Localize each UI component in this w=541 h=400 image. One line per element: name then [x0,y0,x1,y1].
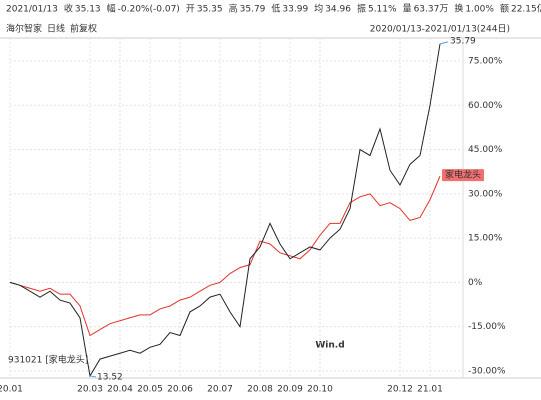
x-tick-label: 20.10 [307,385,333,395]
y-tick-label: 45.00% [468,145,503,155]
header-info: 33.99 [282,5,308,15]
header-info: 1.00% [465,5,494,15]
y-tick-label: -15.00% [468,322,506,332]
y-tick-label: 15.00% [468,234,503,244]
x-tick-label: 20.01 [0,385,23,395]
adjust: 前复权 [70,23,97,35]
legend-entry: 家电龙头 [445,169,481,181]
stock-name: 海尔智家 [6,23,42,35]
min-pointer [89,375,97,378]
header-info: 幅 [107,3,116,15]
header-info: 5.11% [368,5,397,15]
y-tick-label: 60.00% [468,101,503,111]
header-info: 额 [500,3,509,15]
header-info: 22.15亿 [511,3,541,15]
max-label: 35.79 [450,36,476,46]
series-line [9,43,441,378]
header-info: 高 [229,3,238,15]
x-tick-label: 20.05 [137,385,163,395]
header-info: 35.13 [75,5,101,15]
header-info: 63.37万 [414,5,449,15]
series-tag [442,169,484,182]
period: 日线 [47,23,65,35]
x-tick-label: 20.08 [247,385,273,395]
min-label: 13.52 [97,372,123,382]
x-tick-label: 20.07 [207,385,233,395]
header-info: -0.20%(-0.07) [118,5,180,15]
x-tick-label: 20.03 [77,385,103,395]
x-tick-label: 20.09 [277,385,303,395]
y-tick-label: 75.00% [468,57,503,67]
x-tick-label: 21.01 [417,385,443,395]
y-tick-label: 0% [468,278,483,288]
x-tick-label: 20.06 [167,385,193,395]
max-pointer [439,41,449,45]
header-info: 开 [186,4,195,15]
header-info: 收 [64,3,73,15]
header-info: 34.96 [325,5,351,15]
header-info: 低 [271,3,280,15]
header-info: 均 [314,3,323,15]
header-info: 35.79 [240,5,266,15]
y-tick-label: -30.00% [468,366,506,376]
x-tick-label: 20.04 [107,385,133,395]
header-info: 换 [454,3,463,15]
series-line [9,175,441,337]
watermark: Win.d [315,341,344,351]
header-info: 35.35 [197,5,223,15]
y-tick-label: 30.00% [468,189,503,199]
x-tick-label: 20.12 [387,385,413,395]
header-info: 量 [403,4,412,15]
header-info: 振 [357,3,366,15]
index-label: 931021 [家电龙头] [8,354,88,366]
date-range: 2020/01/13-2021/01/13(244日) [370,24,510,35]
header-info: 2021/01/13 [6,5,58,15]
